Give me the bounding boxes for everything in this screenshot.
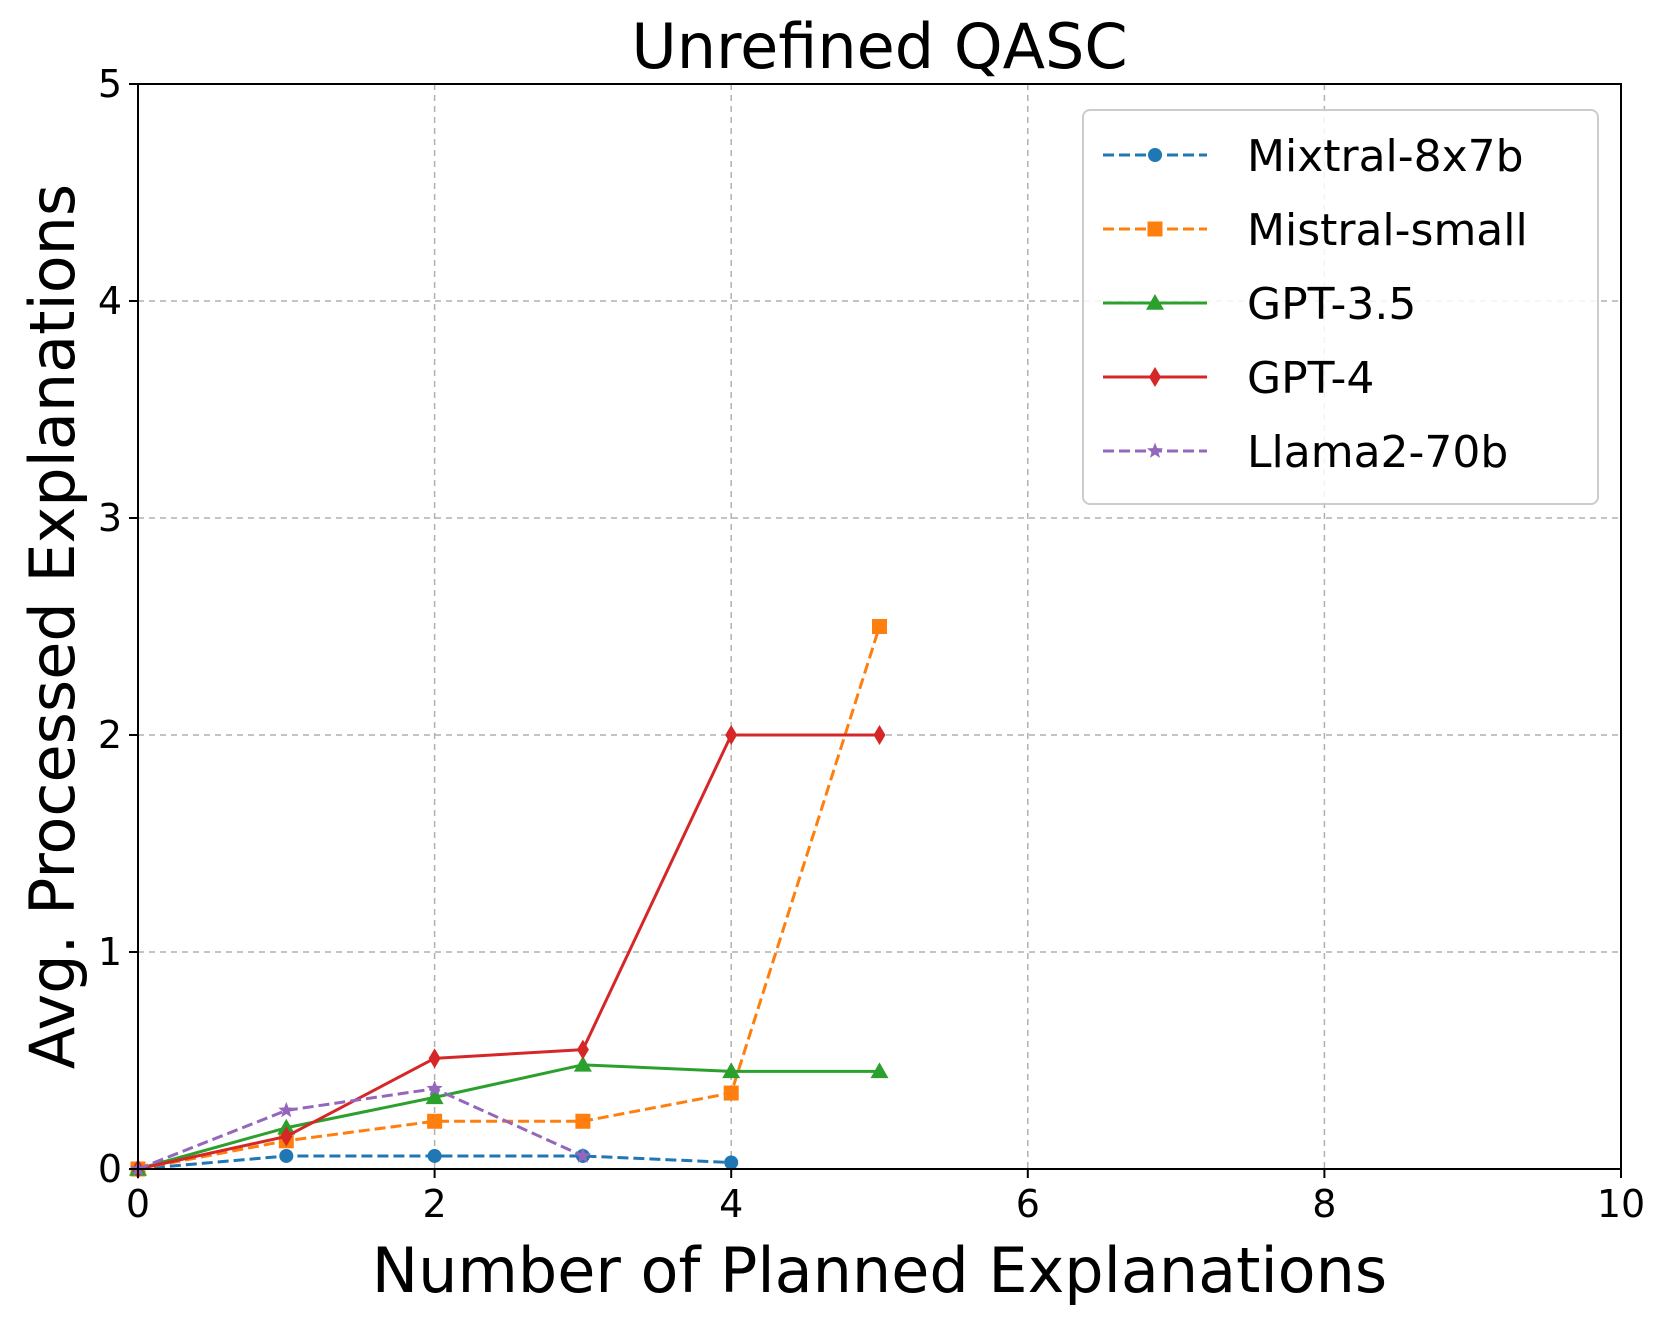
x-tick-label: 8 <box>1312 1182 1336 1226</box>
x-tick-label: 2 <box>423 1182 447 1226</box>
data-point-gpt-3-5 <box>722 1062 741 1079</box>
x-tick-label: 6 <box>1016 1182 1040 1226</box>
data-point-llama2-70b <box>574 1147 591 1163</box>
legend-marker-llama2-70b <box>1146 442 1164 458</box>
legend-item-gpt-3-5: GPT-3.5 <box>1103 279 1416 330</box>
legend-item-mistral-small: Mistral-small <box>1103 205 1528 256</box>
legend-marker-mixtral-8x7b <box>1148 148 1162 162</box>
y-axis-label: Avg. Processed Explanations <box>16 184 89 1069</box>
x-tick-label: 4 <box>719 1182 743 1226</box>
x-axis-label: Number of Planned Explanations <box>372 1234 1387 1307</box>
legend-box <box>1082 109 1599 505</box>
data-point-mistral-small <box>872 619 887 634</box>
legend: Mixtral-8x7b Mistral-small GPT-3.5 GPT-4 Lla… <box>1082 109 1599 505</box>
data-point-gpt-4 <box>428 1048 441 1069</box>
y-tick-label: 4 <box>98 279 122 323</box>
y-tick-label: 2 <box>98 713 122 757</box>
data-point-mistral-small <box>723 1085 739 1101</box>
y-tick-label: 3 <box>98 496 122 540</box>
data-point-llama2-70b <box>426 1080 443 1096</box>
legend-label-gpt-4: GPT-4 <box>1247 353 1374 404</box>
data-point-gpt-3-5 <box>870 1062 889 1079</box>
legend-label-llama2-70b: Llama2-70b <box>1247 427 1508 478</box>
data-point-mistral-small <box>575 1113 591 1129</box>
data-point-gpt-3-5 <box>425 1088 444 1105</box>
data-point-gpt-4 <box>725 725 738 745</box>
data-point-llama2-70b <box>278 1101 295 1118</box>
data-point-gpt-3-5 <box>573 1055 592 1072</box>
legend-item-llama2-70b: Llama2-70b <box>1103 427 1508 478</box>
data-point-gpt-4 <box>576 1039 589 1060</box>
data-point-mistral-small <box>427 1113 443 1129</box>
data-point-mixtral-8x7b <box>724 1155 739 1170</box>
plot-frame <box>137 83 1622 1170</box>
legend-item-gpt-4: GPT-4 <box>1103 353 1374 404</box>
chart-title: Unrefined QASC <box>631 10 1127 83</box>
y-tick-label: 5 <box>98 62 122 106</box>
data-point-mixtral-8x7b <box>279 1148 294 1163</box>
y-tick-label: 1 <box>98 930 122 974</box>
series-line-gpt-3-5 <box>137 1063 880 1171</box>
series-gpt-3-5 <box>129 1055 889 1176</box>
legend-label-mixtral-8x7b: Mixtral-8x7b <box>1247 131 1524 182</box>
ticks-layer: 0 2 4 6 8 10 0 1 2 3 4 5 <box>98 62 1645 1226</box>
series-line-llama2-70b <box>137 1087 584 1171</box>
legend-label-gpt-3-5: GPT-3.5 <box>1247 279 1416 330</box>
x-tick-label: 0 <box>126 1182 150 1226</box>
legend-item-mixtral-8x7b: Mixtral-8x7b <box>1103 131 1524 182</box>
legend-marker-mistral-small <box>1147 221 1163 237</box>
data-point-mixtral-8x7b <box>427 1148 442 1163</box>
x-tick-label: 10 <box>1597 1182 1645 1226</box>
data-point-gpt-4 <box>280 1126 293 1147</box>
legend-marker-gpt-4 <box>1149 367 1161 387</box>
legend-marker-gpt-3-5 <box>1146 294 1164 310</box>
series-line-gpt-4 <box>137 733 880 1171</box>
y-tick-label: 0 <box>98 1147 122 1191</box>
legend-label-mistral-small: Mistral-small <box>1247 205 1528 256</box>
data-point-gpt-4 <box>873 725 886 745</box>
